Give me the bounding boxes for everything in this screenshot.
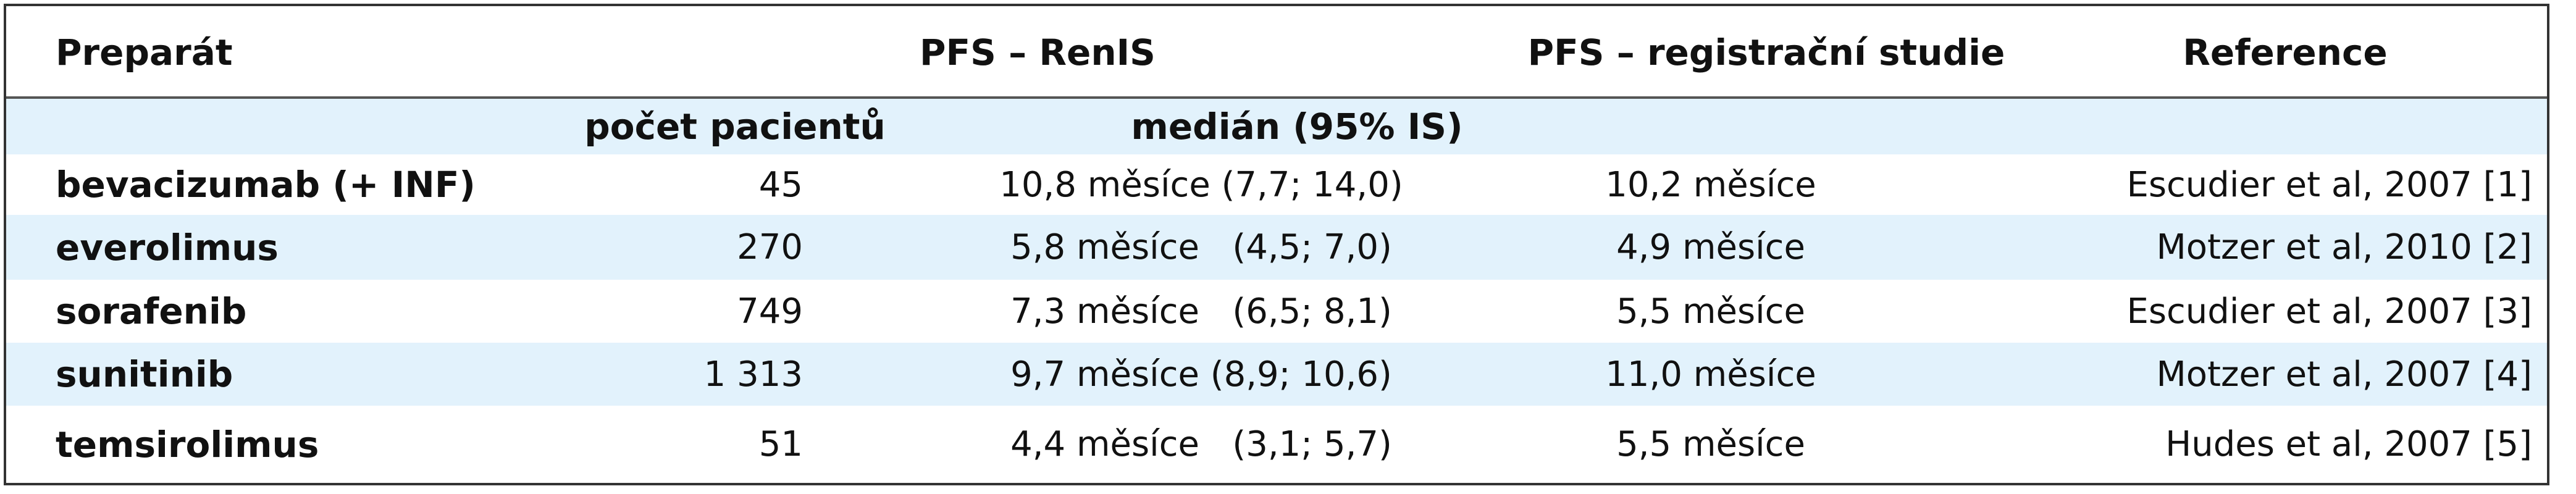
header-drug: Preparát	[56, 31, 233, 73]
patient-count: 749	[737, 291, 803, 332]
patient-count: 1 313	[703, 354, 803, 395]
table-row: bevacizumab (+ INF) 45 10,8 měsíce (7,7;…	[6, 154, 2547, 215]
drug-name: temsirolimus	[56, 423, 319, 466]
median-registration: 11,0 měsíce	[1605, 354, 1816, 395]
median-registration: 5,5 měsíce	[1616, 424, 1805, 464]
subheader-median: medián (95% IS)	[1131, 106, 1463, 148]
reference: Escudier et al, 2007 [3]	[2126, 291, 2532, 332]
median-registration: 5,5 měsíce	[1616, 291, 1805, 332]
patient-count: 51	[758, 424, 803, 464]
median-renis: 5,8 měsíce (4,5; 7,0)	[1010, 227, 1392, 267]
table-row: sunitinib 1 313 9,7 měsíce (8,9; 10,6) 1…	[6, 343, 2547, 406]
reference: Motzer et al, 2007 [4]	[2156, 354, 2532, 395]
median-renis: 10,8 měsíce (7,7; 14,0)	[999, 164, 1403, 205]
table-row: everolimus 270 5,8 měsíce (4,5; 7,0) 4,9…	[6, 215, 2547, 280]
header-pfs-renis: PFS – RenIS	[920, 31, 1156, 73]
drug-name: bevacizumab (+ INF)	[56, 164, 476, 206]
patient-count: 270	[737, 227, 803, 267]
header-pfs-registration: PFS – registrační studie	[1527, 31, 2005, 73]
reference: Motzer et al, 2010 [2]	[2156, 227, 2532, 267]
median-renis: 4,4 měsíce (3,1; 5,7)	[1010, 424, 1392, 464]
median-renis: 7,3 měsíce (6,5; 8,1)	[1010, 291, 1392, 332]
table-row: temsirolimus 51 4,4 měsíce (3,1; 5,7) 5,…	[6, 406, 2547, 483]
reference: Escudier et al, 2007 [1]	[2126, 164, 2532, 205]
subheader-patient-count: počet pacientů	[584, 106, 886, 148]
table-header-row: Preparát PFS – RenIS PFS – registrační s…	[6, 6, 2547, 99]
median-registration: 10,2 měsíce	[1605, 164, 1816, 205]
pfs-table: Preparát PFS – RenIS PFS – registrační s…	[4, 4, 2549, 485]
median-registration: 4,9 měsíce	[1616, 227, 1805, 267]
header-reference: Reference	[2183, 31, 2388, 73]
table-row: sorafenib 749 7,3 měsíce (6,5; 8,1) 5,5 …	[6, 280, 2547, 343]
drug-name: sorafenib	[56, 290, 247, 332]
drug-name: sunitinib	[56, 353, 233, 395]
header-divider	[6, 96, 2547, 99]
table-subheader-row: počet pacientů medián (95% IS)	[6, 99, 2547, 154]
drug-name: everolimus	[56, 226, 279, 269]
patient-count: 45	[758, 164, 803, 205]
median-renis: 9,7 měsíce (8,9; 10,6)	[1010, 354, 1392, 395]
reference: Hudes et al, 2007 [5]	[2165, 424, 2532, 464]
